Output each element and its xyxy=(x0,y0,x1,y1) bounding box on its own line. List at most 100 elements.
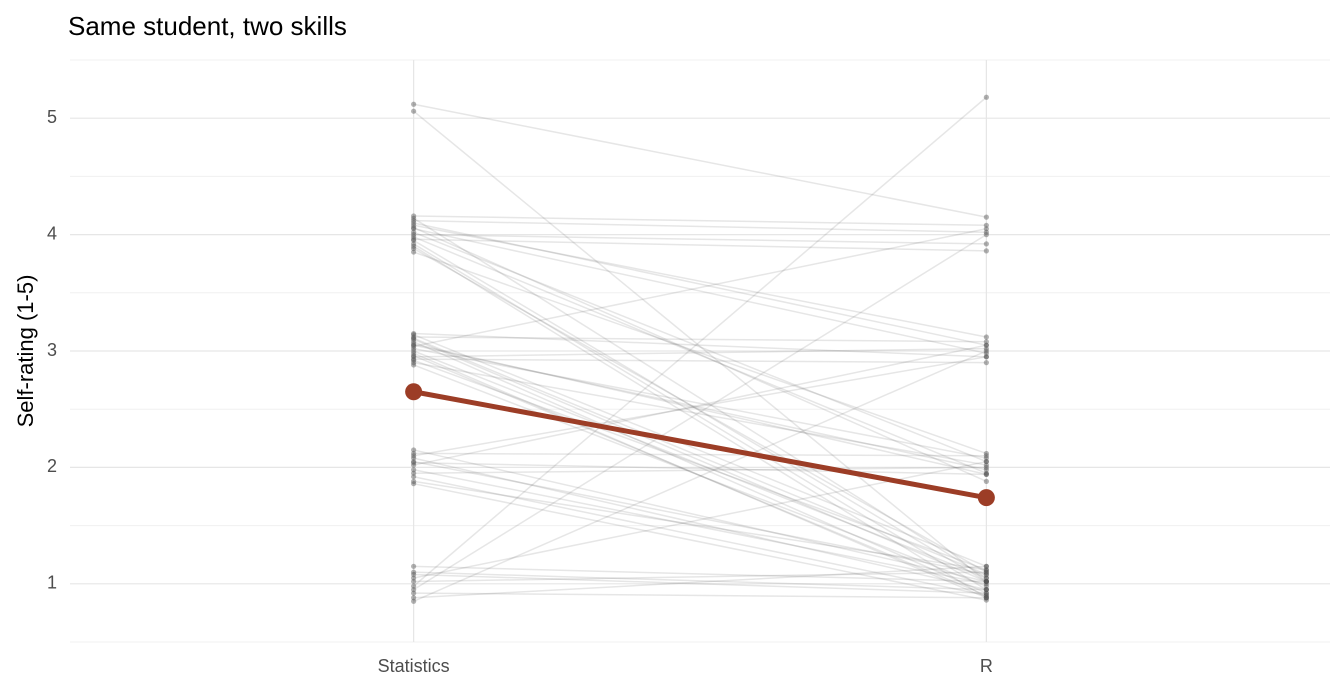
student-point xyxy=(983,450,989,457)
student-line xyxy=(413,571,987,591)
student-line xyxy=(413,475,987,597)
student-point xyxy=(411,218,417,224)
student-line xyxy=(413,231,987,463)
student-point xyxy=(983,464,989,470)
student-line xyxy=(413,350,987,579)
student-point xyxy=(411,213,417,219)
student-point xyxy=(411,462,417,468)
student-point xyxy=(411,226,417,232)
student-point xyxy=(411,578,417,585)
student-line xyxy=(413,359,987,571)
student-line xyxy=(413,347,987,358)
student-point xyxy=(983,583,989,589)
student-line xyxy=(413,228,987,348)
student-line xyxy=(413,358,987,364)
student-point xyxy=(411,575,417,581)
y-tick-label: 4 xyxy=(47,223,57,243)
student-point xyxy=(411,447,417,453)
student-point xyxy=(411,357,417,363)
student-point xyxy=(411,470,417,476)
student-point xyxy=(411,563,417,569)
student-line xyxy=(413,482,987,601)
student-point xyxy=(983,339,989,345)
student-line xyxy=(413,480,987,571)
student-point xyxy=(411,458,417,465)
student-point xyxy=(983,575,989,581)
student-point xyxy=(411,339,417,345)
student-point xyxy=(411,478,417,484)
student-line xyxy=(413,461,987,476)
student-line xyxy=(413,356,987,457)
student-line xyxy=(413,341,987,594)
student-line xyxy=(413,452,987,457)
student-point xyxy=(983,595,989,601)
student-point xyxy=(411,569,417,575)
student-point xyxy=(983,590,989,596)
student-point xyxy=(983,567,989,573)
chart-title: Same student, two skills xyxy=(68,11,347,41)
student-point xyxy=(411,249,417,255)
student-line xyxy=(413,334,987,568)
student-line xyxy=(413,468,987,585)
student-line xyxy=(413,344,987,466)
student-point xyxy=(983,595,989,601)
student-line xyxy=(413,247,987,573)
student-lines xyxy=(413,96,987,602)
student-point xyxy=(411,243,417,249)
student-line xyxy=(413,350,987,602)
student-point xyxy=(411,587,417,593)
student-line xyxy=(413,332,987,358)
student-point xyxy=(983,342,989,348)
student-point xyxy=(411,348,417,354)
student-line xyxy=(413,236,987,474)
student-point xyxy=(411,101,417,107)
student-point xyxy=(411,571,417,578)
y-tick-label: 5 xyxy=(47,107,57,127)
student-point xyxy=(411,342,417,348)
student-point xyxy=(983,592,989,599)
student-point xyxy=(983,350,989,356)
student-point xyxy=(983,563,989,569)
student-line xyxy=(413,343,987,476)
student-point xyxy=(983,571,989,578)
student-line xyxy=(413,103,987,218)
student-point xyxy=(983,567,989,573)
y-tick-label: 1 xyxy=(47,573,57,593)
student-line xyxy=(413,217,987,579)
mean-point xyxy=(977,489,995,507)
student-line xyxy=(413,354,987,597)
student-point xyxy=(983,571,989,578)
student-point xyxy=(411,356,417,362)
student-line xyxy=(413,337,987,576)
student-point xyxy=(411,346,417,352)
student-point xyxy=(983,232,989,238)
student-point xyxy=(983,578,989,585)
student-point xyxy=(983,569,989,575)
mean-line xyxy=(413,389,987,501)
student-point xyxy=(983,595,989,601)
student-point xyxy=(411,241,417,247)
mean-point xyxy=(405,383,423,401)
student-point xyxy=(983,471,989,477)
student-line xyxy=(413,243,987,591)
student-point xyxy=(411,330,417,337)
student-point xyxy=(411,222,417,228)
student-point xyxy=(411,334,417,340)
student-line xyxy=(413,245,987,599)
student-point xyxy=(983,578,989,585)
student-point xyxy=(983,578,989,585)
student-point xyxy=(411,590,417,596)
marks xyxy=(405,94,995,604)
student-point xyxy=(983,462,989,468)
student-line xyxy=(413,239,987,583)
student-point xyxy=(983,354,989,360)
student-point xyxy=(411,336,417,342)
student-point xyxy=(983,587,989,593)
student-point xyxy=(983,241,989,247)
student-line xyxy=(413,347,987,459)
student-point xyxy=(411,229,417,235)
student-point xyxy=(411,220,417,226)
student-point xyxy=(411,350,417,356)
student-point xyxy=(983,569,989,575)
student-line xyxy=(413,224,987,338)
